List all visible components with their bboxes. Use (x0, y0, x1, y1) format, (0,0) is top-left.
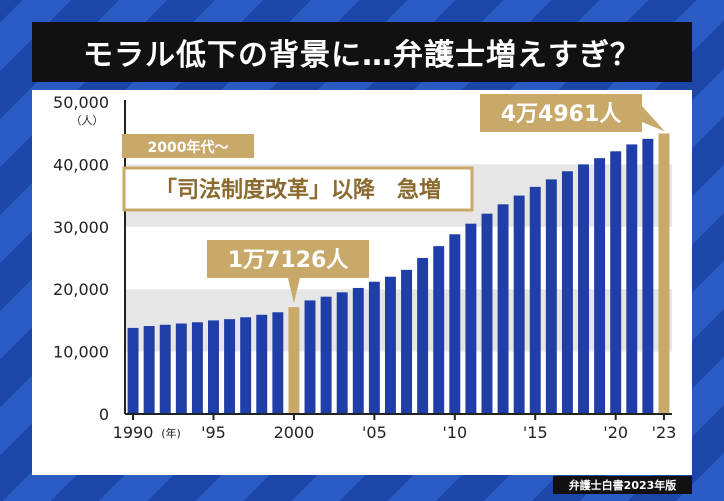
bar (224, 319, 236, 414)
callout-2000-box (207, 240, 369, 278)
bar (272, 312, 284, 414)
bar (433, 246, 445, 414)
y-tick-label: 40,000 (53, 155, 109, 174)
bar (320, 296, 332, 414)
bar (240, 317, 252, 414)
era-small-box (122, 134, 254, 158)
bar (594, 158, 606, 414)
y-tick-label: 0 (99, 405, 109, 424)
era-big-box (122, 166, 474, 212)
bar (208, 320, 219, 414)
x-tick-label: 2000 (274, 423, 315, 442)
bar (610, 151, 622, 414)
x-tick-label: 1990 (113, 423, 154, 442)
bar (143, 326, 155, 414)
callout-2000-label: 1万7126人 (228, 248, 349, 273)
bar (401, 269, 413, 414)
bar-chart: 0 10,000 20,000 30,000 40,000 50,000 （人） 1990 (年… (53, 93, 677, 442)
y-tick-label: 30,000 (53, 218, 109, 237)
grid-band (125, 289, 672, 352)
callout-2023-pointer (642, 106, 665, 132)
bar (175, 323, 187, 414)
bar (288, 307, 300, 414)
bar (304, 300, 316, 414)
bar (481, 213, 493, 414)
x-tick-label: '05 (362, 423, 387, 442)
bar (352, 287, 364, 414)
x-tick-label: '23 (652, 423, 677, 442)
y-tick-label: 10,000 (53, 343, 109, 362)
page-title: モラル低下の背景に…弁護士増えすぎ？ (32, 22, 692, 82)
bar (336, 292, 348, 414)
bar (529, 186, 541, 414)
bar (658, 133, 670, 414)
x-tick-label: '10 (442, 423, 467, 442)
callout-2000-pointer (287, 278, 300, 304)
bar (513, 195, 525, 414)
bar (417, 258, 429, 414)
bar (256, 314, 268, 414)
bar (465, 223, 477, 414)
y-unit-label: （人） (71, 114, 104, 127)
bar (578, 164, 589, 414)
bar (449, 234, 461, 414)
bar (127, 327, 139, 414)
bar (545, 179, 557, 414)
era-big-label: 「司法制度改革」以降 急増 (155, 177, 441, 203)
bar (497, 204, 509, 414)
x-tick-label: '95 (201, 423, 226, 442)
callout-2023-box (480, 94, 642, 132)
chart-panel: 0 10,000 20,000 30,000 40,000 50,000 （人） 1990 (年… (32, 90, 692, 475)
x-unit-label: (年) (161, 426, 181, 440)
bar (368, 281, 380, 414)
y-tick-label: 20,000 (53, 280, 109, 299)
x-tick-label: '20 (603, 423, 628, 442)
x-tick-label: '15 (523, 423, 548, 442)
y-tick-label: 50,000 (53, 93, 109, 112)
bar (626, 144, 638, 414)
bar (561, 171, 573, 414)
source-label: 弁護士白書2023年版 (553, 476, 692, 494)
bar (642, 138, 654, 415)
callout-2023-label: 4万4961人 (501, 102, 622, 127)
bar (159, 324, 171, 414)
bar (191, 322, 203, 414)
bar (384, 276, 396, 414)
era-small-label: 2000年代～ (148, 139, 229, 156)
